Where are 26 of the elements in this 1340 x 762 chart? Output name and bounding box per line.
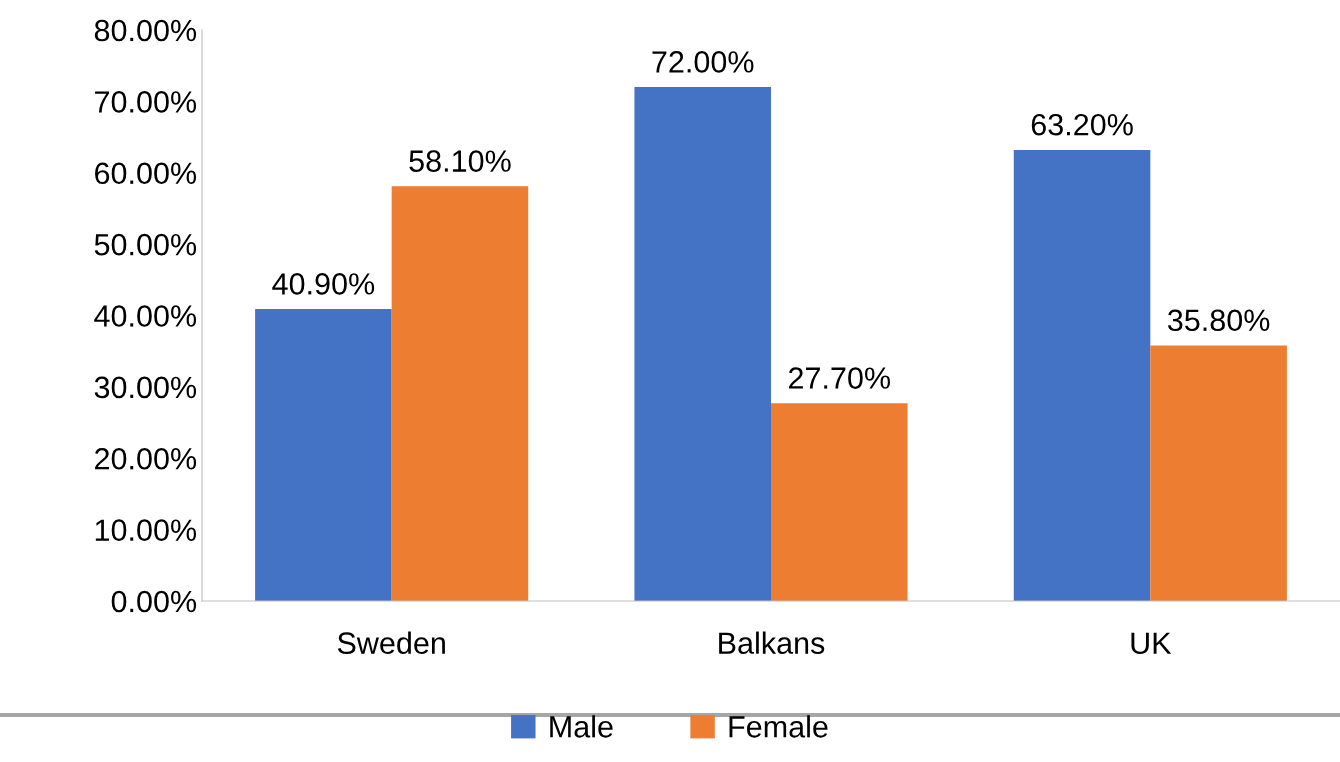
bar — [771, 403, 908, 601]
bar — [634, 87, 771, 601]
x-tick-label: UK — [1131, 632, 1172, 654]
y-tick-label: 60.00% — [95, 162, 197, 185]
y-tick-label: 0.00% — [111, 590, 197, 613]
y-tick-label: 80.00% — [94, 19, 197, 42]
data-label: 72.00% — [652, 51, 754, 73]
legend-label: Male — [550, 715, 613, 738]
y-tick-label: 30.00% — [94, 376, 197, 399]
y-tick-label: 20.00% — [95, 447, 197, 470]
data-label: 58.10% — [409, 150, 511, 172]
y-tick-label: 40.00% — [94, 305, 197, 327]
bar — [255, 309, 392, 601]
x-tick-label: Sweden — [337, 631, 445, 654]
data-label: 35.80% — [1167, 309, 1270, 332]
x-tick-label: Balkans — [719, 631, 825, 654]
bar — [391, 186, 529, 601]
y-tick-label: 70.00% — [95, 91, 197, 113]
data-label: 63.20% — [1031, 113, 1133, 136]
bar — [1150, 345, 1287, 601]
legend-label: Female — [729, 715, 828, 738]
data-label: 40.90% — [272, 273, 375, 295]
y-tick-label: 10.00% — [95, 519, 197, 541]
data-label: 27.70% — [789, 367, 891, 389]
y-tick-label: 50.00% — [94, 233, 197, 256]
bar — [1013, 149, 1151, 601]
